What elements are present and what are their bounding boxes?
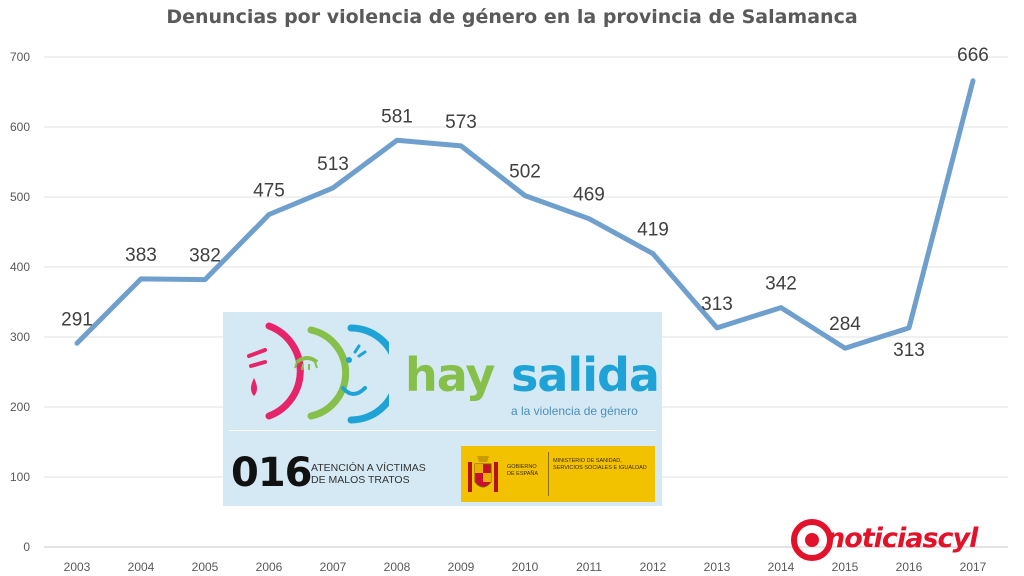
series-line (74, 78, 976, 351)
gov-separator (548, 452, 549, 496)
coat-of-arms-icon (468, 456, 498, 492)
data-point (76, 342, 78, 344)
x-tick-label: 2015 (832, 560, 859, 574)
data-label: 475 (253, 181, 285, 202)
chart-title: Denuncias por violencia de género en la … (166, 6, 858, 28)
x-tick-label: 2003 (64, 560, 91, 574)
x-tick-label: 2013 (704, 560, 731, 574)
data-label: 284 (829, 314, 861, 335)
x-tick-label: 2010 (512, 560, 539, 574)
data-point (140, 278, 142, 280)
x-axis-ticks: 2003 2004 2005 2006 2007 2008 2009 2010 2011 2012… (64, 560, 987, 574)
y-axis-ticks: 0 100 200 300 400 500 600 700 (10, 50, 30, 554)
data-label: 313 (701, 294, 733, 315)
data-point (844, 347, 846, 349)
data-label: 513 (317, 154, 349, 175)
data-label: 313 (893, 340, 925, 361)
source-logo-text: noticiascyl (826, 523, 978, 554)
banner-subtitle: a la violencia de género (511, 404, 638, 418)
y-tick-label: 0 (23, 540, 30, 554)
x-tick-label: 2007 (320, 560, 347, 574)
data-point (396, 139, 398, 141)
y-tick-label: 400 (10, 260, 30, 274)
data-label: 419 (637, 220, 669, 241)
x-tick-label: 2017 (960, 560, 987, 574)
source-logo-icon (791, 519, 833, 561)
y-tick-label: 500 (10, 190, 30, 204)
data-point (460, 145, 462, 147)
data-label: 666 (957, 45, 989, 66)
helpline-number: 016 (231, 450, 312, 496)
source-logo: noticiascyl (790, 516, 985, 564)
y-tick-label: 600 (10, 120, 30, 134)
hay-salida-banner: hay salida a la violencia de género 016 … (223, 312, 662, 506)
data-point (524, 195, 526, 197)
data-point (780, 307, 782, 309)
data-label: 469 (573, 185, 605, 206)
data-point (332, 187, 334, 189)
salida-word: salida (511, 348, 660, 402)
data-point (716, 327, 718, 329)
ministry-label: MINISTERIO DE SANIDAD, SERVICIOS SOCIALE… (553, 458, 647, 471)
data-label: 502 (509, 162, 541, 183)
data-label: 291 (61, 309, 93, 330)
x-tick-label: 2005 (192, 560, 219, 574)
data-point (204, 279, 206, 281)
series-line-path (74, 78, 976, 351)
x-tick-label: 2009 (448, 560, 475, 574)
gov-label: GOBIERNO DE ESPAÑA (507, 464, 539, 477)
y-tick-label: 100 (10, 470, 30, 484)
x-tick-label: 2016 (896, 560, 923, 574)
data-label: 382 (189, 246, 221, 267)
helpline-text: ATENCIÓN A VÍCTIMAS DE MALOS TRATOS (311, 462, 426, 486)
hay-word: hay (405, 348, 495, 402)
x-tick-label: 2004 (128, 560, 155, 574)
data-label: 342 (765, 274, 797, 295)
y-tick-label: 700 (10, 50, 30, 64)
x-tick-label: 2006 (256, 560, 283, 574)
data-label: 581 (381, 106, 413, 127)
data-point (588, 218, 590, 220)
data-point (908, 327, 910, 329)
y-tick-label: 200 (10, 400, 30, 414)
banner-divider (229, 430, 656, 431)
data-point (268, 214, 270, 215)
data-labels: 291 383 382 475 513 581 573 502 469 419 313 342 284 3… (61, 45, 989, 361)
data-label: 573 (445, 112, 477, 133)
data-label: 383 (125, 245, 157, 266)
y-tick-label: 300 (10, 330, 30, 344)
x-tick-label: 2008 (384, 560, 411, 574)
x-tick-label: 2014 (768, 560, 795, 574)
data-point (972, 80, 974, 82)
faces-logo (247, 322, 389, 424)
x-tick-label: 2011 (576, 560, 602, 574)
government-panel: GOBIERNO DE ESPAÑA MINISTERIO DE SANIDAD… (461, 446, 655, 502)
x-tick-label: 2012 (640, 560, 667, 574)
data-point (652, 253, 654, 255)
